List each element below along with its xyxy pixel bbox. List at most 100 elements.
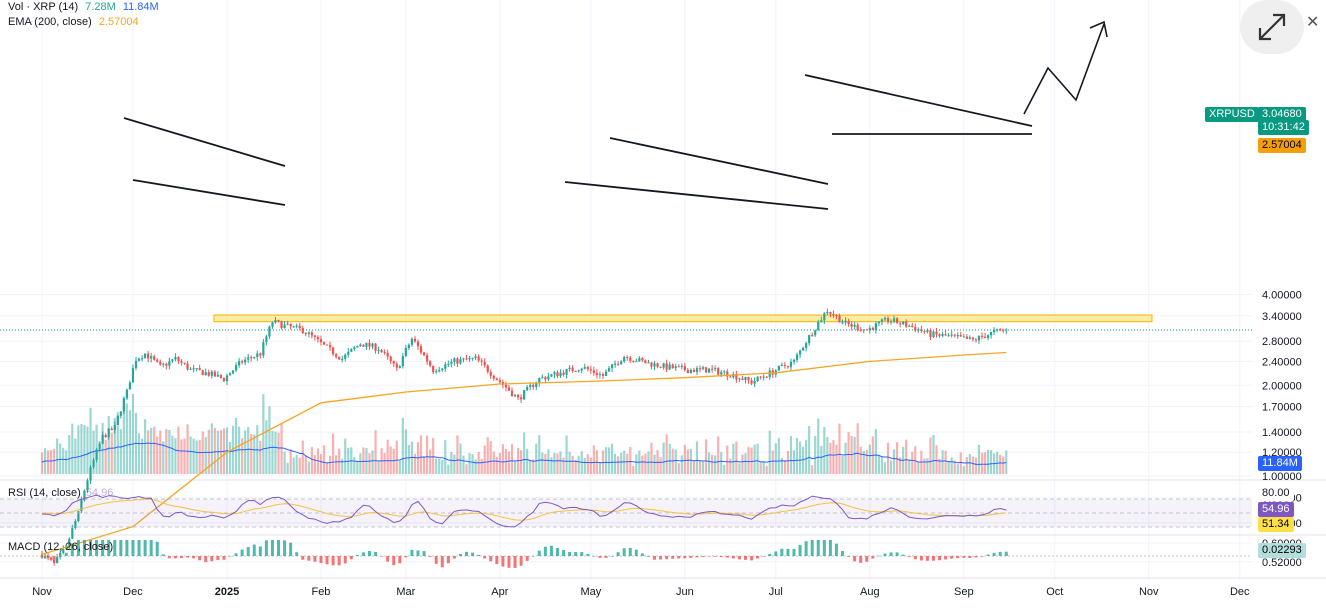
y-tick-label: 1.40000 xyxy=(1262,427,1302,439)
expand-button[interactable] xyxy=(1240,0,1304,54)
volume-bar xyxy=(113,417,116,474)
close-icon[interactable]: ✕ xyxy=(1306,14,1320,31)
macd-bar xyxy=(701,556,705,557)
candle-body xyxy=(207,372,210,376)
volume-bar xyxy=(153,426,156,474)
macd-bar xyxy=(392,556,396,566)
candle-body xyxy=(714,368,717,370)
volume-bar xyxy=(453,454,456,474)
macd-bar xyxy=(246,547,250,556)
volume-bar xyxy=(438,458,441,474)
macd-bar xyxy=(871,556,875,559)
macd-bar xyxy=(628,547,632,556)
volume-bar xyxy=(307,461,310,474)
candle-body xyxy=(134,360,138,369)
candle-body xyxy=(253,357,256,359)
volume-bar xyxy=(374,430,377,474)
volume-bar xyxy=(738,463,741,474)
macd-bar xyxy=(186,556,190,558)
volume-bar xyxy=(289,449,292,474)
macd-bar xyxy=(319,556,323,564)
candle-body xyxy=(89,467,92,481)
candle-body xyxy=(680,366,683,368)
candle-body xyxy=(77,511,80,522)
candle-body xyxy=(131,368,135,383)
macd-bar xyxy=(489,556,493,562)
volume-bar xyxy=(195,440,198,474)
volume-bar xyxy=(698,460,702,474)
candle-body xyxy=(268,326,271,337)
volume-bar xyxy=(447,464,450,474)
macd-bar xyxy=(695,556,699,558)
volume-bar xyxy=(765,465,768,474)
candle-body xyxy=(325,344,329,346)
candle-body xyxy=(304,333,307,335)
countdown-tag: 10:31:42 xyxy=(1258,120,1309,135)
volume-bar xyxy=(544,453,547,474)
ema-tag: 2.57004 xyxy=(1258,138,1306,153)
candle-body xyxy=(186,363,189,370)
candle-body xyxy=(726,371,729,377)
volume-bar xyxy=(559,451,562,474)
macd-bar xyxy=(998,551,1002,556)
volume-bar xyxy=(689,448,693,474)
candle-body xyxy=(526,386,529,391)
volume-bar xyxy=(808,426,811,474)
volume-bar xyxy=(210,423,213,474)
volume-bar xyxy=(213,428,216,474)
volume-bar xyxy=(404,429,407,474)
candle-body xyxy=(140,358,144,360)
candle-body xyxy=(356,346,359,348)
volume-bar xyxy=(983,452,987,474)
candle-body xyxy=(814,330,817,336)
candle-body xyxy=(641,358,644,361)
candle-body xyxy=(174,356,177,360)
candle-body xyxy=(265,336,268,343)
macd-bar xyxy=(465,551,469,556)
candle-body xyxy=(735,374,738,380)
volume-bar xyxy=(98,440,101,474)
candle-body xyxy=(198,368,201,371)
candle-body xyxy=(902,321,905,325)
volume-bar xyxy=(86,426,89,474)
volume-bar xyxy=(237,426,241,474)
candle-body xyxy=(92,459,95,468)
x-tick-label: Nov xyxy=(32,586,52,598)
macd-bar xyxy=(847,556,851,557)
volume-bar xyxy=(492,451,495,474)
candle-body xyxy=(419,346,423,353)
macd-bar xyxy=(374,552,378,556)
candle-body xyxy=(914,327,917,331)
candle-body xyxy=(231,370,235,374)
macd-bar xyxy=(950,556,954,559)
macd-bar xyxy=(1004,551,1008,556)
macd-bar xyxy=(355,555,359,556)
candle-body xyxy=(895,318,899,324)
volume-bar xyxy=(250,434,253,474)
x-tick-label: Nov xyxy=(1139,586,1159,598)
candle-body xyxy=(871,328,874,330)
volume-bar xyxy=(965,457,968,474)
volume-bar xyxy=(811,465,814,474)
macd-bar xyxy=(210,556,214,562)
volume-bar xyxy=(911,451,914,474)
volume-bar xyxy=(777,437,780,474)
volume-bar xyxy=(104,440,107,474)
macd-bar xyxy=(149,540,153,556)
candle-body xyxy=(877,321,881,324)
candle-body xyxy=(377,350,380,352)
macd-bar xyxy=(568,551,572,556)
macd-bar xyxy=(798,544,802,556)
candle-body xyxy=(598,374,602,376)
candle-body xyxy=(107,428,110,438)
pattern-trendline xyxy=(564,181,829,210)
volume-bar xyxy=(753,444,756,474)
rsi-upper-label: 80.00 xyxy=(1258,486,1294,501)
macd-bar xyxy=(131,540,135,556)
candle-body xyxy=(926,330,929,332)
volume-bar xyxy=(259,440,262,474)
candle-body xyxy=(523,390,526,400)
macd-bar xyxy=(859,556,863,563)
candle-body xyxy=(610,364,614,369)
